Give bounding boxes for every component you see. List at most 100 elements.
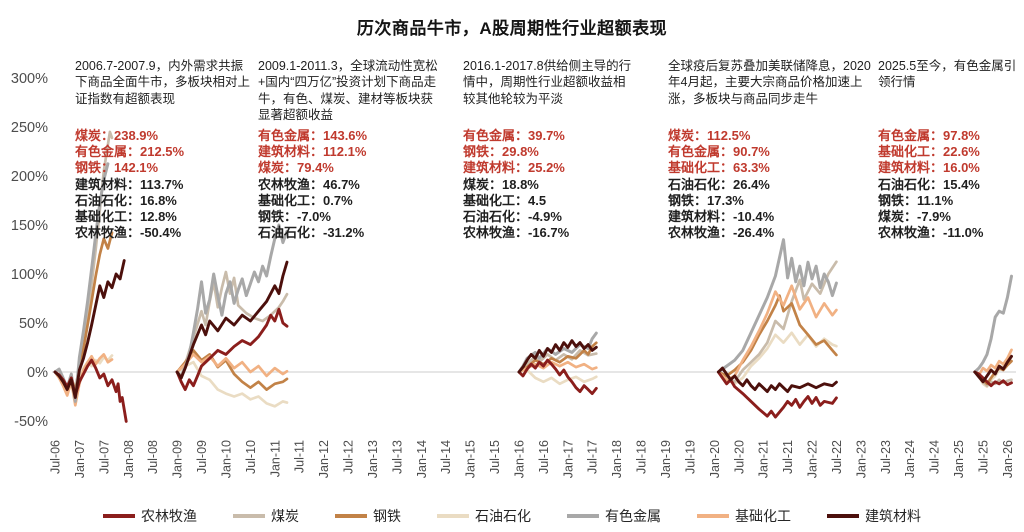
annotation-stats: 煤炭：238.9% 有色金属：212.5% 钢铁：142.1% 建筑材料：113.7%… [75, 128, 251, 241]
legend-item-building-materials: 建筑材料 [827, 506, 921, 526]
legend-label: 煤炭 [271, 508, 299, 524]
y-axis-label: 0% [27, 365, 48, 381]
x-axis-label: Jul-20 [732, 440, 746, 474]
series-line-period1-chemicals [53, 353, 114, 407]
stat-row: 基础化工：0.7% [258, 192, 353, 208]
stat-row: 农林牧渔：-26.4% [668, 225, 775, 241]
annotation-desc: 全球疫后复苏叠加美联储降息，2020年4月起，主要大宗商品价格加速上涨，多板块与… [668, 59, 871, 106]
x-axis-label: Jan-10 [219, 440, 233, 478]
x-axis-label: Jan-24 [903, 440, 917, 478]
x-axis-label: Jul-12 [342, 440, 356, 474]
legend-item-agriculture: 农林牧渔 [103, 506, 197, 526]
legend-swatch-chemicals [697, 514, 729, 518]
y-axis-label: 200% [11, 169, 48, 185]
stat-row: 石油石化：-4.9% [463, 209, 562, 225]
x-axis-label: Jan-15 [464, 440, 478, 478]
chart-legend: 农林牧渔 煤炭 钢铁 石油石化 有色金属 基础化工 建筑材料 [0, 506, 1024, 526]
x-axis-label: Jan-21 [757, 440, 771, 478]
x-axis-label: Jan-26 [1001, 440, 1015, 478]
x-axis-label: Jul-06 [49, 440, 63, 474]
x-axis-label: Jul-22 [830, 440, 844, 474]
series-line-period4-coal [717, 260, 838, 384]
x-axis-label: Jan-16 [512, 440, 526, 478]
stat-row: 农林牧渔：-11.0% [878, 225, 984, 241]
x-axis-label: Jan-25 [952, 440, 966, 478]
x-axis-label: Jul-21 [781, 440, 795, 474]
series-line-period2-nonferrous [175, 223, 289, 380]
legend-item-nonferrous: 有色金属 [567, 506, 661, 526]
stat-row: 钢铁：29.8% [463, 144, 539, 160]
y-axis-label: 300% [11, 71, 48, 87]
x-axis-label: Jul-18 [635, 440, 649, 474]
stat-row: 钢铁：17.3% [668, 192, 744, 208]
stat-row: 有色金属：90.7% [668, 144, 770, 160]
stat-row: 有色金属：143.6% [258, 128, 368, 143]
stat-row: 建筑材料：16.0% [878, 160, 980, 176]
stat-row: 建筑材料：25.2% [463, 160, 565, 176]
stat-row: 农林牧渔：46.7% [258, 176, 360, 192]
series-line-period2-agriculture [175, 307, 289, 392]
stat-row: 基础化工：63.3% [668, 160, 770, 176]
x-axis-label: Jul-25 [976, 440, 990, 474]
x-axis-label: Jul-16 [537, 440, 551, 474]
stat-row: 基础化工：22.6% [878, 144, 980, 160]
annotation-stats: 有色金属：143.6% 建筑材料：112.1% 煤炭：79.4% 农林牧渔：46.7%… [258, 128, 438, 241]
y-axis-label: 150% [11, 218, 48, 234]
x-axis-label: Jan-09 [171, 440, 185, 478]
legend-swatch-nonferrous [567, 514, 599, 518]
legend-label: 建筑材料 [865, 508, 921, 524]
legend-label: 钢铁 [373, 508, 401, 524]
x-axis-label: Jan-12 [317, 440, 331, 478]
stat-row: 建筑材料：113.7% [75, 176, 184, 192]
series-line-period5-nonferrous [973, 274, 1013, 374]
x-axis-label: Jan-20 [708, 440, 722, 478]
series-line-period3-agriculture [517, 358, 598, 396]
x-axis-label: Jan-14 [415, 440, 429, 478]
x-axis-label: Jul-11 [293, 440, 307, 473]
x-axis-label: Jul-10 [244, 440, 258, 474]
legend-item-coal: 煤炭 [233, 506, 299, 526]
y-axis-label: 100% [11, 267, 48, 283]
legend-swatch-coal [233, 514, 265, 518]
x-axis-label: Jul-13 [390, 440, 404, 474]
chart-title: 历次商品牛市，A股周期性行业超额表现 [356, 19, 668, 38]
x-axis-label: Jan-23 [854, 440, 868, 478]
annotation-block-4: 全球疫后复苏叠加美联储降息，2020年4月起，主要大宗商品价格加速上涨，多板块与… [668, 58, 876, 241]
stat-row: 有色金属：39.7% [463, 128, 565, 143]
series-line-period3-steel [517, 341, 598, 374]
x-axis-label: Jan-11 [268, 440, 282, 477]
annotation-block-3: 2016.1-2017.8供给侧主导的行情中，周期性行业超额收益相较其他轮较为平… [463, 58, 635, 241]
legend-swatch-petrochemical [437, 514, 469, 518]
stat-row: 煤炭：79.4% [258, 160, 334, 176]
annotation-block-1: 2006.7-2007.9，内外需求共振下商品全面牛市，多板块相对上证指数有超额… [75, 58, 251, 241]
stat-row: 建筑材料：-10.4% [668, 209, 775, 225]
series-line-period3-petrochemical [517, 368, 598, 386]
x-axis-label: Jan-19 [659, 440, 673, 478]
legend-swatch-agriculture [103, 514, 135, 518]
legend-swatch-building-materials [827, 514, 859, 518]
series-line-period4-chemicals [717, 284, 838, 382]
series-line-period5-agriculture [973, 370, 1013, 388]
annotation-block-5: 2025.5至今，有色金属引领行情 有色金属：97.8% 基础化工：22.6% 建筑材… [878, 58, 1018, 241]
legend-label: 有色金属 [605, 508, 661, 524]
stat-row: 煤炭：112.5% [668, 128, 751, 143]
series-line-period2-building-materials [175, 260, 289, 380]
x-axis-label: Jan-13 [366, 440, 380, 478]
legend-item-chemicals: 基础化工 [697, 506, 791, 526]
series-line-period4-building-materials [716, 366, 838, 394]
series-line-period1-building-materials [53, 259, 126, 399]
stat-row: 钢铁：11.1% [878, 192, 954, 208]
series-line-period3-building-materials [517, 339, 598, 374]
x-axis-label: Jul-14 [439, 440, 453, 474]
annotation-desc: 2025.5至今，有色金属引领行情 [878, 59, 1017, 90]
x-axis-label: Jul-09 [195, 440, 209, 474]
x-axis-label: Jan-17 [561, 440, 575, 478]
y-axis-label: 50% [19, 316, 48, 332]
stat-row: 有色金属：212.5% [75, 144, 185, 160]
legend-label: 石油石化 [475, 508, 531, 524]
stat-row: 煤炭：18.8% [463, 176, 539, 192]
series-line-period2-steel [175, 349, 289, 391]
x-axis-label: Jan-08 [122, 440, 136, 478]
series-line-period2-petrochemical [175, 360, 289, 408]
